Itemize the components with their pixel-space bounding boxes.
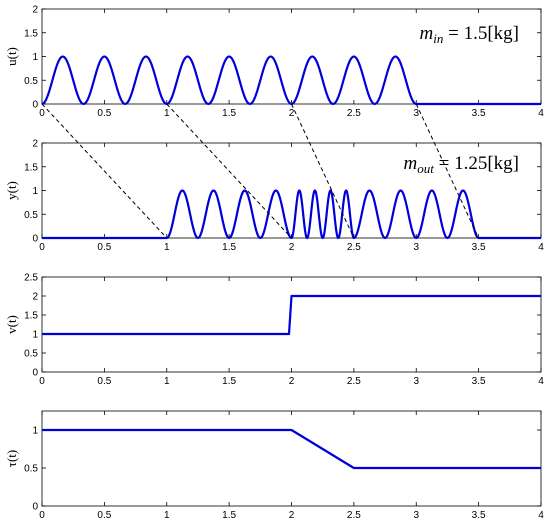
x-tick-label: 0.5 <box>97 108 111 119</box>
x-tick-label: 1.5 <box>222 108 236 119</box>
series-line <box>41 55 541 106</box>
y-tick-label: 0.5 <box>24 76 38 87</box>
x-tick-label: 4 <box>538 376 544 387</box>
connector-line <box>415 103 480 239</box>
series-line <box>42 189 541 240</box>
y-tick-label: 1 <box>32 186 38 197</box>
x-tick-label: 2 <box>289 510 295 521</box>
y-tick-label: 0 <box>32 502 38 513</box>
x-tick-label: 2 <box>289 376 295 387</box>
x-tick-label: 2.5 <box>347 242 361 253</box>
x-tick-label: 3.5 <box>472 376 486 387</box>
series-line <box>42 428 541 470</box>
x-tick-label: 0 <box>39 108 45 119</box>
y-tick-label: 0.5 <box>24 210 38 221</box>
x-tick-label: 3 <box>413 242 419 253</box>
y-tick-label: 0.5 <box>24 464 38 475</box>
x-tick-label: 0.5 <box>97 510 111 521</box>
x-tick-label: 1.5 <box>222 242 236 253</box>
panel-3: 0 0.5 1 1.5 2 2.5 3 3.5 4 0 0.5 1 1.5 2 2.5 v(t) <box>4 273 544 388</box>
y-axis-label: y(t) <box>4 181 19 200</box>
x-tick-label: 3 <box>413 376 419 387</box>
y-tick-label: 1.5 <box>24 28 38 39</box>
x-tick-label: 1.5 <box>222 510 236 521</box>
panel-2: 0 0.5 1 1.5 2 2.5 3 3.5 4 0 0.5 1 1.5 2 y(t) mout = 1.2… <box>4 139 544 254</box>
y-axis-label: v(t) <box>4 315 19 334</box>
x-tick-label: 0.5 <box>97 376 111 387</box>
connectors <box>41 103 480 239</box>
connector-line <box>291 103 355 239</box>
x-tick-label: 0 <box>39 242 45 253</box>
x-tick-label: 3.5 <box>472 108 486 119</box>
x-tick-label: 1 <box>164 108 170 119</box>
x-tick-label: 3.5 <box>472 242 486 253</box>
y-tick-label: 2 <box>32 292 38 303</box>
connector-line <box>166 103 292 239</box>
annotation: min = 1.5[kg] <box>420 23 519 46</box>
x-tick-label: 2.5 <box>347 108 361 119</box>
x-tick-label: 1 <box>164 510 170 521</box>
y-tick-label: 0 <box>32 368 38 379</box>
annotation: mout = 1.25[kg] <box>404 153 519 176</box>
x-tick-label: 1 <box>164 242 170 253</box>
y-tick-label: 0 <box>32 100 38 111</box>
x-tick-label: 0.5 <box>97 242 111 253</box>
y-tick-label: 2 <box>32 139 38 150</box>
x-tick-label: 2 <box>289 108 295 119</box>
axes-box <box>41 410 542 507</box>
x-tick-label: 0 <box>39 376 45 387</box>
x-tick-label: 4 <box>538 242 544 253</box>
y-tick-label: 0 <box>32 234 38 245</box>
x-tick-label: 1 <box>164 376 170 387</box>
y-tick-label: 2.5 <box>24 273 38 284</box>
y-axis-label: u(t) <box>4 47 19 66</box>
panel-4: 0 0.5 1 1.5 2 2.5 3 3.5 4 0 0.5 1 τ(t) <box>4 410 544 521</box>
x-tick-label: 4 <box>538 108 544 119</box>
x-tick-label: 0 <box>39 510 45 521</box>
x-tick-label: 2.5 <box>347 376 361 387</box>
axes-box <box>41 276 542 373</box>
y-tick-label: 1.5 <box>24 162 38 173</box>
x-tick-label: 3.5 <box>472 510 486 521</box>
y-tick-label: 0.5 <box>24 349 38 360</box>
series-line <box>42 294 541 336</box>
x-tick-label: 2.5 <box>347 510 361 521</box>
x-tick-label: 3 <box>413 510 419 521</box>
x-tick-label: 1.5 <box>222 376 236 387</box>
panel-1: 0 0.5 1 1.5 2 2.5 3 3.5 4 0 0.5 1 1.5 2 u(t) min = 1.5[… <box>4 5 544 120</box>
y-tick-label: 1 <box>32 426 38 437</box>
y-tick-label: 1.5 <box>24 311 38 322</box>
connector-line <box>41 103 168 239</box>
y-tick-label: 1 <box>32 330 38 341</box>
x-tick-label: 2 <box>289 242 295 253</box>
y-axis-label: τ(t) <box>4 450 19 468</box>
x-tick-label: 4 <box>538 510 544 521</box>
x-tick-label: 3 <box>413 108 419 119</box>
y-tick-label: 2 <box>32 5 38 16</box>
y-tick-label: 1 <box>32 52 38 63</box>
